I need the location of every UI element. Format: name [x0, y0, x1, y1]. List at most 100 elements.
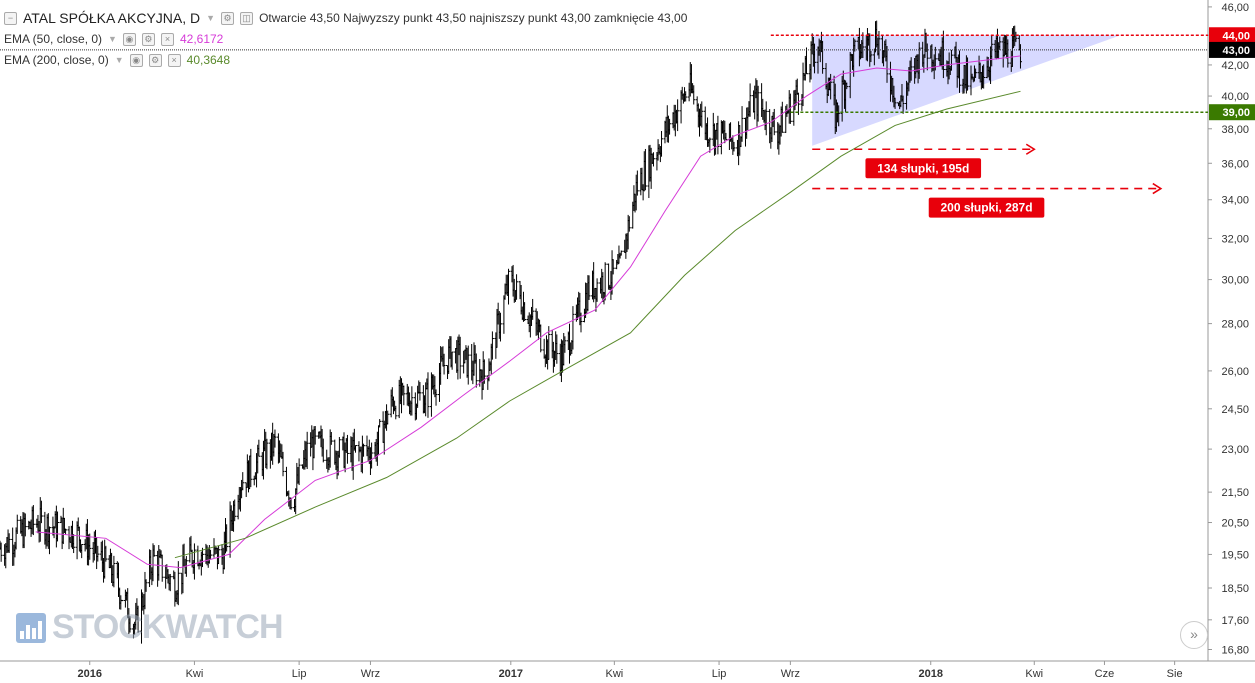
y-tick-label: 23,00 [1221, 444, 1249, 456]
ohlc-bar [563, 336, 567, 353]
ohlc-bar [426, 372, 430, 418]
arrow-134-bars: 134 słupki, 195d [812, 143, 1036, 179]
ohlc-bar [917, 42, 921, 79]
ohlc-bar [418, 382, 422, 401]
ohlc-bar [7, 533, 11, 553]
ohlc-bar [128, 616, 132, 633]
symbol-title[interactable]: ATAL SPÓŁKA AKCYJNA, D [23, 10, 201, 26]
y-tick-label: 36,00 [1221, 158, 1249, 170]
ema50-label[interactable]: EMA (50, close, 0) [4, 32, 103, 46]
y-tick-label: 40,00 [1221, 91, 1249, 103]
x-tick-label: Sie [1167, 668, 1183, 680]
scroll-to-latest-button[interactable]: » [1180, 621, 1208, 649]
ohlc-bar [668, 118, 672, 135]
ohlc-bar [168, 573, 172, 592]
ema200-value: 40,3648 [186, 53, 231, 67]
ohlc-bar [716, 115, 720, 155]
arrow-label-text: 134 słupki, 195d [877, 161, 969, 175]
chevron-down-icon[interactable]: ▼ [114, 55, 124, 65]
ohlc-bar [643, 148, 647, 191]
price-label-box [1209, 27, 1255, 44]
ohlc-bar [885, 45, 889, 83]
chart-header: − ATAL SPÓŁKA AKCYJNA, D ▼ ⚙ ◫ Otwarcie … [4, 10, 687, 26]
ohlc-bar [329, 431, 333, 445]
ohlc-bar [47, 526, 51, 555]
ohlc-bar [957, 50, 961, 93]
ohlc-bar [966, 57, 970, 91]
x-tick-label: 2017 [499, 668, 523, 680]
ohlc-bar [136, 605, 140, 633]
ohlc-bar [249, 448, 253, 488]
ohlc-bar [458, 336, 462, 379]
settings-icon[interactable]: ⚙ [141, 32, 155, 46]
ohlc-bar [144, 579, 148, 592]
ohlc-bar [780, 101, 784, 133]
ohlc-bar [764, 101, 768, 136]
ohlc-bar [555, 334, 559, 364]
y-tick-label: 32,00 [1221, 233, 1249, 245]
y-tick-label: 21,50 [1221, 487, 1249, 499]
x-tick-label: Kwi [605, 668, 623, 680]
low-value: 43,00 [560, 11, 591, 25]
low-label: najniszszy punkt [469, 11, 558, 25]
y-tick-label: 17,60 [1221, 615, 1249, 627]
triangle-pattern [812, 35, 1121, 146]
format-icon[interactable]: ◫ [240, 11, 254, 25]
ohlc-bar [515, 274, 519, 300]
eye-icon[interactable]: ◉ [122, 32, 136, 46]
x-tick-label: Kwi [1025, 668, 1043, 680]
arrow-200-bars: 200 słupki, 287d [812, 182, 1163, 218]
ohlc-bar [345, 434, 349, 464]
ohlc-bar [56, 511, 60, 542]
price-axis-labels: 44,00 43,00 39,00 [1209, 27, 1255, 121]
ema200-legend: EMA (200, close, 0) ▼ ◉ ⚙ × 40,3648 [4, 53, 230, 67]
ohlc-bar [974, 68, 978, 78]
ohlc-bar [337, 437, 341, 458]
ohlc-bar [603, 262, 607, 301]
ohlc-bar [192, 543, 196, 580]
chevron-down-icon[interactable]: ▼ [206, 13, 216, 23]
ohlc-bar [474, 353, 478, 388]
ohlc-bar [442, 353, 446, 375]
ohlc-bar [837, 105, 841, 127]
y-tick-label: 28,00 [1221, 319, 1249, 331]
ema50-value: 42,6172 [179, 32, 224, 46]
ohlc-bar [611, 259, 615, 275]
ohlc-bar [80, 544, 84, 559]
ohlc-bar [305, 431, 309, 470]
chevron-down-icon[interactable]: ▼ [108, 34, 117, 44]
ohlc-bar [313, 426, 317, 445]
ohlc-bar [651, 152, 655, 167]
close-icon[interactable]: × [167, 53, 181, 67]
ohlc-bar [1006, 39, 1010, 68]
collapse-icon[interactable]: − [4, 11, 17, 25]
ohlc-bar [434, 389, 438, 406]
settings-icon[interactable]: ⚙ [221, 11, 235, 25]
close-label: zamknięcie [593, 11, 655, 25]
eye-icon[interactable]: ◉ [129, 53, 143, 67]
arrow-head [1025, 143, 1036, 155]
x-tick-label: 2016 [77, 668, 101, 680]
ohlc-readout: Otwarcie 43,50 Najwyzszy punkt 43,50 naj… [259, 11, 687, 25]
ohlc-bar [740, 106, 744, 142]
ohlc-bar [619, 250, 623, 256]
y-tick-label: 34,00 [1221, 195, 1249, 207]
ohlc-bar [0, 542, 3, 562]
price-label-text: 43,00 [1222, 45, 1250, 57]
close-icon[interactable]: × [160, 32, 174, 46]
ohlc-bar [660, 130, 664, 157]
ohlc-bar [353, 445, 357, 453]
ohlc-bar [217, 545, 221, 565]
ohlc-bar [861, 32, 865, 58]
y-tick-label: 19,50 [1221, 549, 1249, 561]
ohlc-bar [772, 108, 776, 136]
open-label: Otwarcie [259, 11, 307, 25]
settings-icon[interactable]: ⚙ [148, 53, 162, 67]
x-tick-label: Cze [1095, 668, 1115, 680]
y-tick-label: 30,00 [1221, 275, 1249, 287]
ohlc-bar [627, 216, 631, 232]
ohlc-bar [176, 561, 180, 606]
ema200-label[interactable]: EMA (200, close, 0) [4, 53, 109, 67]
ohlc-bar [1014, 31, 1018, 43]
